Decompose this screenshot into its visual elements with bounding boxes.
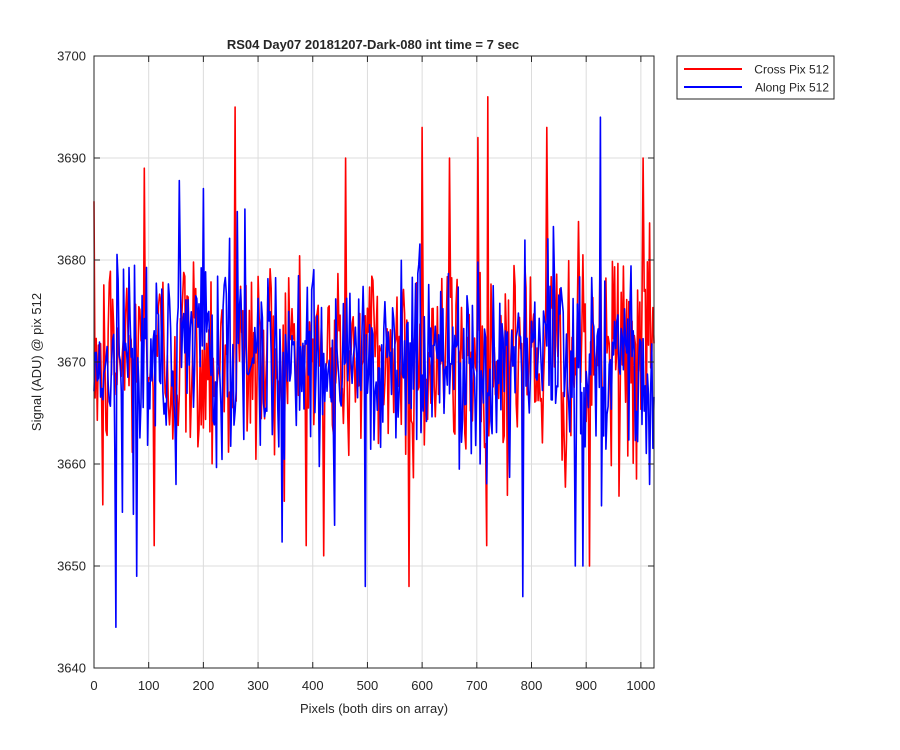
series-line-along-pix-512 bbox=[93, 116, 655, 628]
x-tick-label: 0 bbox=[90, 678, 97, 693]
x-tick-label: 800 bbox=[521, 678, 543, 693]
x-tick-label: 900 bbox=[575, 678, 597, 693]
legend-label-cross: Cross Pix 512 bbox=[754, 63, 829, 77]
y-tick-label: 3650 bbox=[57, 559, 86, 574]
x-tick-label: 300 bbox=[247, 678, 269, 693]
y-tick-label: 3690 bbox=[57, 151, 86, 166]
plot-area: 0 100 200 300 400 500 600 700 800 900 1000 3640 3650… bbox=[57, 49, 655, 694]
x-tick-label: 1000 bbox=[626, 678, 655, 693]
y-tick-label: 3700 bbox=[57, 49, 86, 64]
y-tick-label: 3640 bbox=[57, 661, 86, 676]
legend-box bbox=[676, 55, 835, 100]
x-tick-label: 600 bbox=[411, 678, 433, 693]
x-tick-label: 400 bbox=[302, 678, 324, 693]
chart-title: RS04 Day07 20181207-Dark-080 int time = … bbox=[227, 37, 519, 52]
y-axis-label: Signal (ADU) @ pix 512 bbox=[29, 293, 44, 431]
x-tick-label: 100 bbox=[138, 678, 160, 693]
y-tick-label: 3670 bbox=[57, 355, 86, 370]
y-tick-label: 3660 bbox=[57, 457, 86, 472]
x-axis-label: Pixels (both dirs on array) bbox=[300, 701, 448, 716]
x-tick-label: 500 bbox=[357, 678, 379, 693]
series-layer bbox=[93, 96, 655, 628]
x-tick-label: 700 bbox=[466, 678, 488, 693]
y-tick-label: 3680 bbox=[57, 253, 86, 268]
series-line-cross-pix-512 bbox=[93, 96, 655, 588]
x-tick-label: 200 bbox=[193, 678, 215, 693]
legend-label-along: Along Pix 512 bbox=[755, 81, 829, 95]
legend: Cross Pix 512 Along Pix 512 bbox=[676, 55, 835, 100]
axis-ticks: 0 100 200 300 400 500 600 700 800 900 1000 3640 3650… bbox=[57, 49, 655, 694]
